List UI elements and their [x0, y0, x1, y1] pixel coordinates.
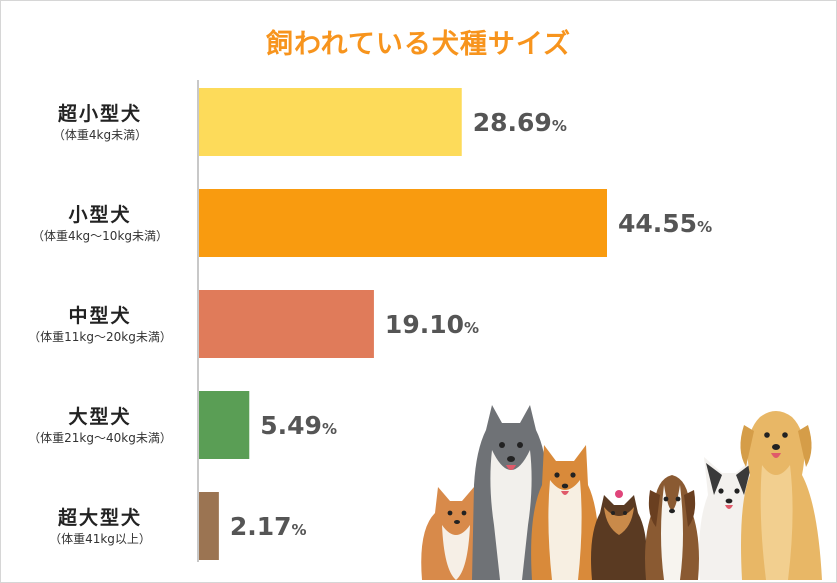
siberian-husky-icon	[472, 405, 550, 580]
category-sublabel: （体重4kg〜10kg未満）	[32, 229, 168, 243]
category-label: 小型犬	[68, 203, 131, 226]
category-sublabel: （体重21kg〜40kg未満）	[28, 431, 172, 445]
bar	[199, 88, 462, 156]
beagle-icon	[645, 475, 699, 580]
corgi-icon	[421, 487, 485, 580]
golden-retriever-icon	[740, 411, 822, 580]
data-label: 2.17%	[230, 512, 307, 541]
category-sublabel: （体重41kg以上）	[49, 532, 151, 546]
category-label: 超小型犬	[57, 102, 142, 125]
dogs-illustration	[421, 405, 822, 580]
data-label: 44.55%	[618, 209, 712, 238]
bar	[199, 492, 219, 560]
yorkshire-terrier-icon	[591, 490, 647, 580]
bar	[199, 290, 374, 358]
category-label: 中型犬	[68, 304, 131, 327]
category-sublabel: （体重11kg〜20kg未満）	[28, 330, 172, 344]
bar	[199, 391, 250, 459]
category-label: 大型犬	[68, 405, 131, 428]
shiba-inu-icon	[531, 445, 599, 580]
bar	[199, 189, 607, 257]
data-label: 28.69%	[473, 108, 567, 137]
category-sublabel: （体重4kg未満）	[53, 128, 147, 142]
data-label: 5.49%	[260, 411, 337, 440]
chart-title: 飼われている犬種サイズ	[265, 29, 572, 60]
data-label: 19.10%	[385, 310, 479, 339]
category-label: 超大型犬	[57, 506, 142, 529]
